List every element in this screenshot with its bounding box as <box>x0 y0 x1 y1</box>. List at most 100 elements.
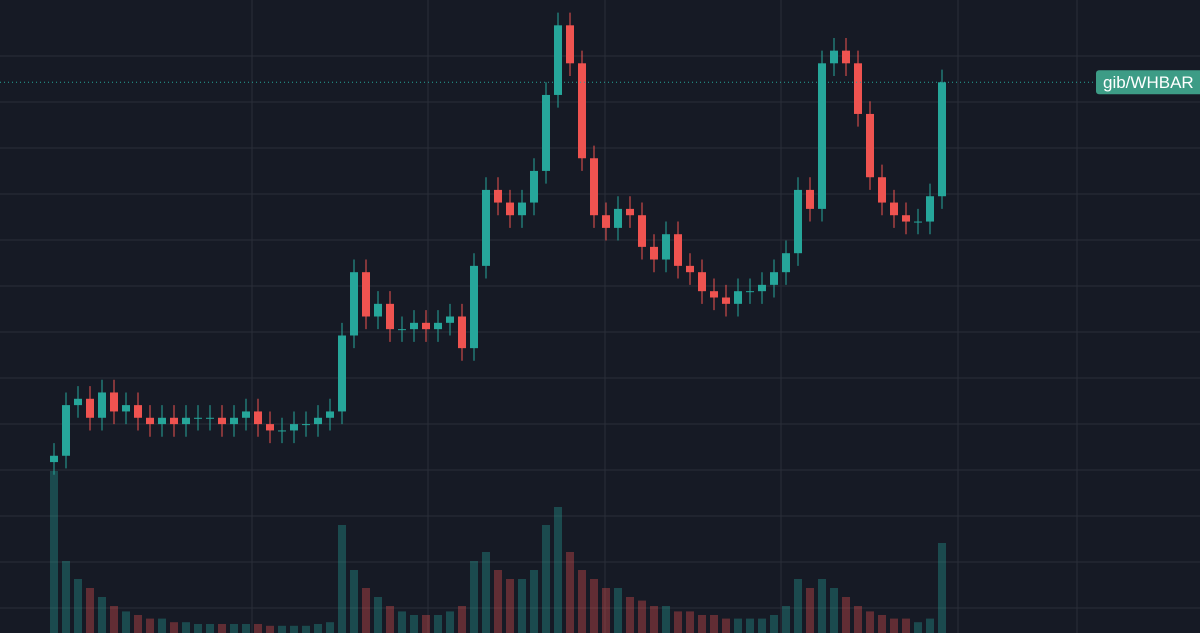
volume-layer <box>50 471 946 633</box>
volume-bar <box>626 597 634 633</box>
candle-body <box>350 272 358 336</box>
candle-body <box>134 405 142 418</box>
candle-body <box>698 272 706 292</box>
volume-bar <box>758 618 766 633</box>
candle-body <box>590 158 598 216</box>
volume-bar <box>230 624 238 633</box>
volume-bar <box>938 543 946 633</box>
volume-bar <box>926 618 934 633</box>
volume-bar <box>854 606 862 633</box>
volume-bar <box>410 615 418 633</box>
volume-bar <box>806 588 814 633</box>
candle-layer <box>50 12 946 475</box>
candle-body <box>914 221 922 223</box>
volume-bar <box>278 625 286 633</box>
candle-body <box>878 177 886 203</box>
volume-bar <box>638 600 646 633</box>
symbol-label: gib/WHBAR <box>1103 73 1194 92</box>
volume-bar <box>722 618 730 633</box>
candle-body <box>626 208 634 216</box>
candle-body <box>254 411 262 425</box>
volume-bar <box>578 570 586 633</box>
candle-body <box>302 424 310 426</box>
candle-body <box>206 417 214 419</box>
volume-bar <box>422 615 430 633</box>
candle-body <box>530 170 538 203</box>
candle-body <box>98 392 106 418</box>
volume-bar <box>686 611 694 633</box>
volume-bar <box>746 618 754 633</box>
candle-body <box>542 94 550 171</box>
candle-body <box>938 82 946 197</box>
volume-bar <box>446 611 454 633</box>
candle-body <box>722 297 730 304</box>
candle-body <box>458 316 466 349</box>
volume-bar <box>350 570 358 633</box>
candle-body <box>566 25 574 64</box>
volume-bar <box>134 615 142 633</box>
volume-bar <box>818 579 826 633</box>
last-price: gib/WHBAR <box>0 70 1200 95</box>
volume-bar <box>530 570 538 633</box>
candle-body <box>146 417 154 425</box>
volume-bar <box>434 615 442 633</box>
volume-bar <box>710 615 718 633</box>
candle-body <box>494 189 502 203</box>
candle-body <box>806 189 814 209</box>
candle-body <box>758 284 766 292</box>
volume-bar <box>458 606 466 633</box>
volume-bar <box>338 525 346 633</box>
candle-body <box>782 253 790 273</box>
volume-bar <box>206 624 214 633</box>
candle-body <box>62 405 70 456</box>
candle-body <box>422 322 430 330</box>
candle-body <box>242 411 250 418</box>
candle-body <box>770 272 778 285</box>
volume-bar <box>62 561 70 633</box>
volume-bar <box>182 622 190 633</box>
candle-body <box>926 196 934 222</box>
candle-body <box>110 392 118 412</box>
candle-body <box>842 50 850 64</box>
candle-body <box>890 202 898 216</box>
volume-bar <box>386 606 394 633</box>
candle-body <box>830 50 838 64</box>
candle-body <box>554 25 562 95</box>
volume-bar <box>878 615 886 633</box>
volume-bar <box>842 597 850 633</box>
candle-body <box>362 272 370 317</box>
candle-body <box>746 291 754 293</box>
candle-body <box>902 215 910 222</box>
volume-bar <box>50 471 58 633</box>
volume-bar <box>506 579 514 633</box>
candle-body <box>374 303 382 317</box>
candle-body <box>410 322 418 330</box>
candle-body <box>266 424 274 431</box>
volume-bar <box>302 625 310 633</box>
volume-bar <box>782 606 790 633</box>
candle-body <box>710 291 718 298</box>
volume-bar <box>86 588 94 633</box>
candle-body <box>470 265 478 349</box>
volume-bar <box>146 618 154 633</box>
candle-body <box>290 424 298 431</box>
volume-bar <box>74 579 82 633</box>
volume-bar <box>242 624 250 633</box>
candle-body <box>650 246 658 260</box>
candle-body <box>182 417 190 425</box>
volume-bar <box>266 625 274 633</box>
candle-body <box>86 398 94 418</box>
volume-bar <box>122 611 130 633</box>
candle-body <box>506 202 514 216</box>
candle-body <box>686 265 694 273</box>
candle-body <box>278 430 286 432</box>
candle-body <box>734 291 742 304</box>
candle-body <box>854 63 862 114</box>
volume-bar <box>194 624 202 633</box>
candle-body <box>194 417 202 419</box>
volume-bar <box>98 597 106 633</box>
candle-body <box>218 417 226 425</box>
